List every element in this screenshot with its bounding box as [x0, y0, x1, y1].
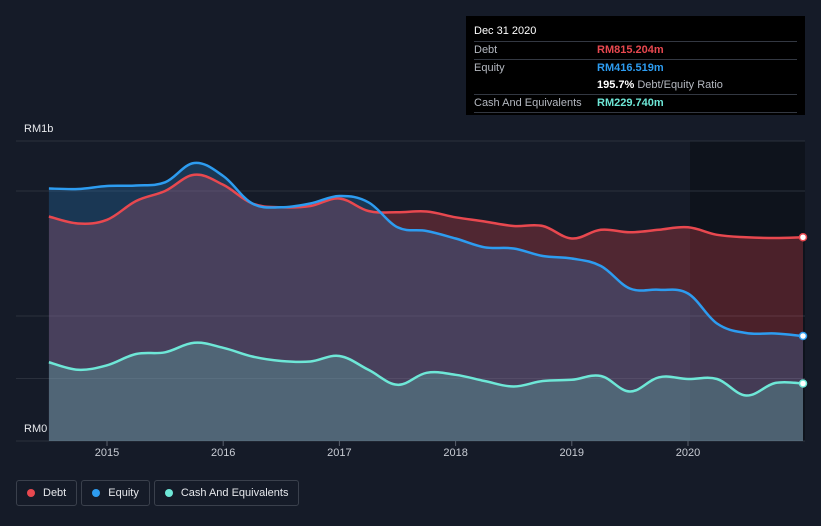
legend-item-cash[interactable]: Cash And Equivalents [153, 480, 300, 506]
x-tick-label: 2018 [443, 447, 467, 459]
series-areas [48, 162, 803, 441]
legend-dot-cash [164, 489, 173, 497]
x-tick-label: 2019 [560, 447, 584, 459]
chart-legend: Debt Equity Cash And Equivalents [16, 480, 303, 506]
tooltip-debt-value: RM815.204m [597, 44, 664, 56]
data-tooltip: Dec 31 2020 Debt RM815.204m Equity RM416… [466, 16, 805, 115]
tooltip-equity-label: Equity [474, 62, 505, 74]
area-cash-and-equivalents [48, 342, 803, 441]
x-axis-ticks: 2015 2016 2017 2018 2019 2020 [95, 441, 700, 459]
endpoint-debt [798, 233, 808, 242]
legend-item-equity[interactable]: Equity [81, 480, 150, 506]
series-endpoints [798, 233, 808, 388]
tooltip-equity-value: RM416.519m [597, 62, 664, 74]
tooltip-row-ratio: 195.7% Debt/Equity Ratio [474, 77, 797, 95]
tooltip-cash-value: RM229.740m [597, 97, 664, 109]
endpoint-equity [798, 331, 808, 341]
tooltip-date: Dec 31 2020 [474, 24, 797, 42]
tooltip-ratio-value: 195.7% [597, 79, 635, 91]
tooltip-row-cash: Cash And Equivalents RM229.740m [474, 95, 797, 113]
line-cash-and-equivalents [48, 341, 804, 397]
tooltip-ratio-suffix: Debt/Equity Ratio [637, 79, 723, 91]
tooltip-row-equity: Equity RM416.519m [474, 60, 797, 77]
legend-label-debt: Debt [43, 487, 67, 499]
area-equity [48, 162, 803, 441]
endpoint-cash-and-equivalents [798, 379, 808, 388]
tooltip-row-debt: Debt RM815.204m [474, 42, 797, 60]
line-debt [48, 173, 804, 240]
legend-label-equity: Equity [108, 487, 139, 499]
x-tick-label: 2016 [211, 447, 235, 459]
y-axis-bottom-label: RM0 [24, 423, 47, 435]
legend-label-cash: Cash And Equivalents [180, 487, 289, 499]
x-tick-label: 2020 [676, 447, 700, 459]
tooltip-cash-label: Cash And Equivalents [474, 97, 582, 109]
line-equity [48, 161, 804, 338]
area-debt [48, 174, 803, 441]
series-lines [48, 161, 804, 397]
tooltip-debt-label: Debt [474, 44, 498, 56]
tooltip-ratio-label [474, 77, 597, 94]
legend-dot-equity [92, 489, 101, 497]
x-tick-label: 2017 [327, 447, 351, 459]
gridlines [16, 140, 805, 442]
x-tick-label: 2015 [95, 447, 119, 459]
y-axis-top-label: RM1b [24, 123, 53, 135]
legend-item-debt[interactable]: Debt [16, 480, 78, 506]
legend-dot-debt [27, 489, 35, 497]
